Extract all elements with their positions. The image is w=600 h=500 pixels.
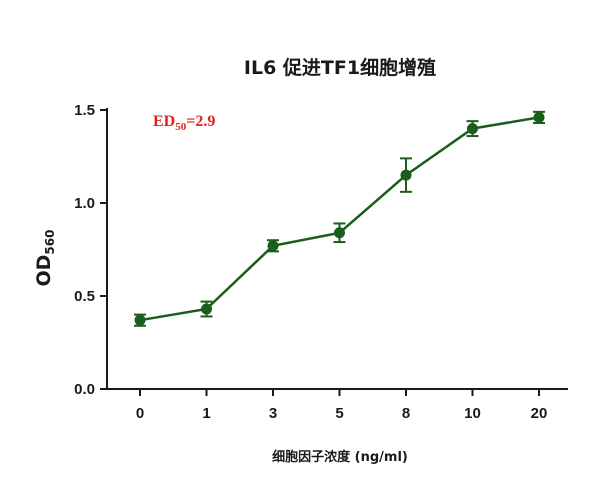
y-tick-label: 0.5: [74, 288, 95, 305]
series-layer: [134, 110, 545, 327]
data-point: [533, 111, 545, 123]
chart-title: IL6 促进TF1细胞增殖: [244, 56, 436, 79]
x-tick-label: 3: [269, 405, 277, 422]
ed50-annotation-sub: 50: [175, 121, 187, 133]
x-tick-label: 20: [531, 405, 548, 422]
data-point: [467, 123, 478, 135]
axes: [106, 108, 568, 390]
y-axis-label-main: OD: [33, 255, 55, 287]
x-tick-label: 10: [464, 405, 481, 422]
y-axis-label-sub: 560: [43, 230, 57, 255]
data-point: [134, 314, 146, 326]
ed50-annotation-rest: =2.9: [186, 113, 215, 130]
ed50-annotation-main: ED: [153, 113, 175, 130]
x-tick-label: 1: [202, 405, 210, 422]
data-point: [400, 169, 412, 181]
y-tick-label: 1.0: [74, 195, 95, 212]
data-point: [201, 303, 212, 315]
data-point: [267, 240, 279, 252]
y-axis-label: OD560: [33, 230, 57, 287]
x-tick-label: 8: [402, 405, 410, 422]
series-line: [139, 116, 540, 322]
x-tick-label: 5: [335, 405, 343, 422]
y-tick-label: 0.0: [74, 381, 95, 398]
y-tick-label: 1.5: [74, 102, 95, 119]
data-point: [334, 227, 345, 239]
y-axis-ticks: 0.0 0.5 1.0 1.5: [74, 102, 107, 398]
x-axis-ticks: 0 1 3 5 8 10 20: [136, 389, 548, 422]
x-tick-label: 0: [136, 405, 144, 422]
x-axis-label: 细胞因子浓度 (ng/ml): [272, 449, 408, 465]
ed50-annotation: ED50=2.9: [153, 113, 215, 133]
